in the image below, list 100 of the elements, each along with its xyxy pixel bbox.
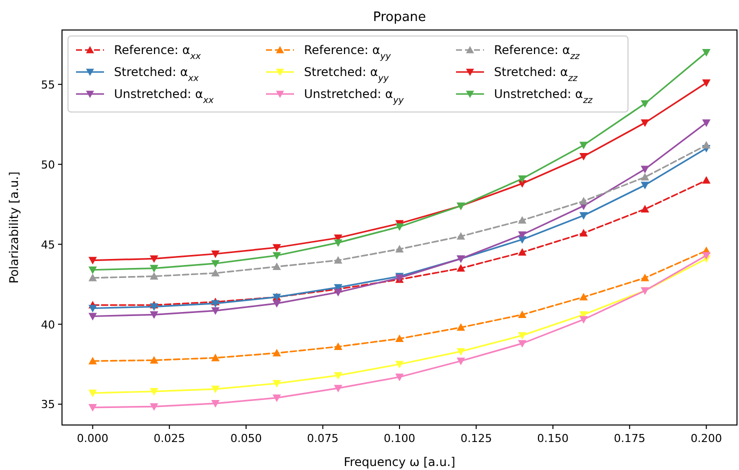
point	[88, 266, 97, 274]
point	[702, 49, 711, 57]
point	[211, 250, 220, 258]
point	[334, 372, 342, 380]
point	[88, 356, 97, 364]
point	[579, 228, 588, 236]
point	[640, 182, 650, 190]
point	[702, 176, 711, 184]
point	[211, 268, 220, 276]
point	[640, 100, 650, 108]
point	[456, 323, 466, 331]
legend-label: Unstretched: α$_{yy}$	[304, 87, 404, 106]
point	[150, 356, 158, 364]
point	[150, 388, 158, 396]
point	[702, 252, 711, 260]
point	[640, 204, 650, 212]
point	[640, 166, 650, 174]
point	[334, 239, 342, 247]
x-tick-label: 0.200	[690, 432, 722, 445]
point	[579, 212, 588, 220]
legend-label: Stretched: α$_{yy}$	[304, 65, 390, 84]
legend-label: Unstretched: α$_{xx}$	[114, 87, 214, 106]
point	[395, 223, 404, 231]
point	[640, 274, 650, 282]
y-tick-label: 40	[41, 318, 55, 332]
point	[518, 310, 526, 318]
point	[395, 360, 404, 368]
x-tick-label: 0.000	[76, 432, 108, 445]
point	[272, 380, 281, 388]
x-tick-label: 0.150	[537, 432, 569, 445]
point	[395, 374, 404, 382]
point	[579, 152, 588, 161]
point	[334, 288, 342, 296]
legend-label: Stretched: α$_{xx}$	[114, 65, 200, 84]
y-tick-label: 45	[41, 238, 55, 252]
point	[579, 316, 588, 324]
point	[640, 119, 650, 127]
legend-label: Reference: α$_{xx}$	[114, 43, 202, 62]
point	[88, 304, 97, 312]
point	[518, 216, 526, 224]
y-axis-title: Polarizability [a.u.]	[7, 172, 21, 284]
point	[579, 142, 588, 150]
point	[334, 342, 342, 350]
point	[211, 386, 220, 394]
point	[272, 394, 281, 402]
point	[211, 300, 220, 308]
point	[518, 340, 526, 348]
point	[518, 332, 526, 340]
point	[88, 390, 97, 398]
point	[456, 358, 466, 366]
point	[518, 231, 526, 239]
point	[518, 248, 526, 256]
point	[702, 79, 711, 87]
point	[579, 196, 588, 204]
point	[211, 260, 220, 268]
point	[518, 175, 526, 183]
point	[211, 400, 220, 408]
point	[88, 256, 97, 264]
point	[272, 348, 281, 356]
point	[579, 292, 588, 300]
point	[150, 303, 158, 311]
x-axis-title: Frequency ω [a.u.]	[344, 455, 456, 469]
point	[150, 272, 158, 280]
x-tick-label: 0.125	[460, 432, 492, 445]
point	[272, 252, 281, 260]
x-tick-label: 0.100	[384, 432, 416, 445]
point	[88, 404, 97, 412]
x-tick-label: 0.050	[230, 432, 262, 445]
legend-label: Reference: α$_{zz}$	[494, 43, 580, 62]
x-tick-label: 0.075	[307, 432, 339, 445]
point	[334, 384, 342, 392]
point	[150, 264, 158, 272]
chart-title: Propane	[372, 10, 426, 25]
point	[272, 262, 281, 270]
point	[334, 256, 342, 264]
point	[150, 311, 158, 319]
point	[395, 334, 404, 342]
y-tick-label: 50	[41, 158, 55, 172]
point	[395, 244, 404, 252]
point	[272, 300, 281, 308]
point	[88, 274, 97, 282]
point	[702, 140, 711, 148]
point	[211, 354, 220, 362]
point	[456, 348, 466, 356]
point	[640, 172, 650, 180]
legend-label: Stretched: α$_{zz}$	[494, 65, 578, 84]
legend-label: Reference: α$_{yy}$	[304, 43, 392, 62]
x-tick-label: 0.025	[154, 432, 186, 445]
point	[150, 403, 158, 411]
point	[272, 244, 281, 252]
point	[150, 255, 158, 263]
y-tick-label: 35	[41, 398, 55, 412]
legend-label: Unstretched: α$_{zz}$	[494, 87, 593, 106]
point	[456, 232, 466, 240]
point	[702, 119, 711, 127]
x-tick-label: 0.175	[614, 432, 646, 445]
point	[456, 264, 466, 272]
y-tick-label: 55	[41, 78, 55, 92]
point	[88, 312, 97, 320]
point	[211, 307, 220, 315]
